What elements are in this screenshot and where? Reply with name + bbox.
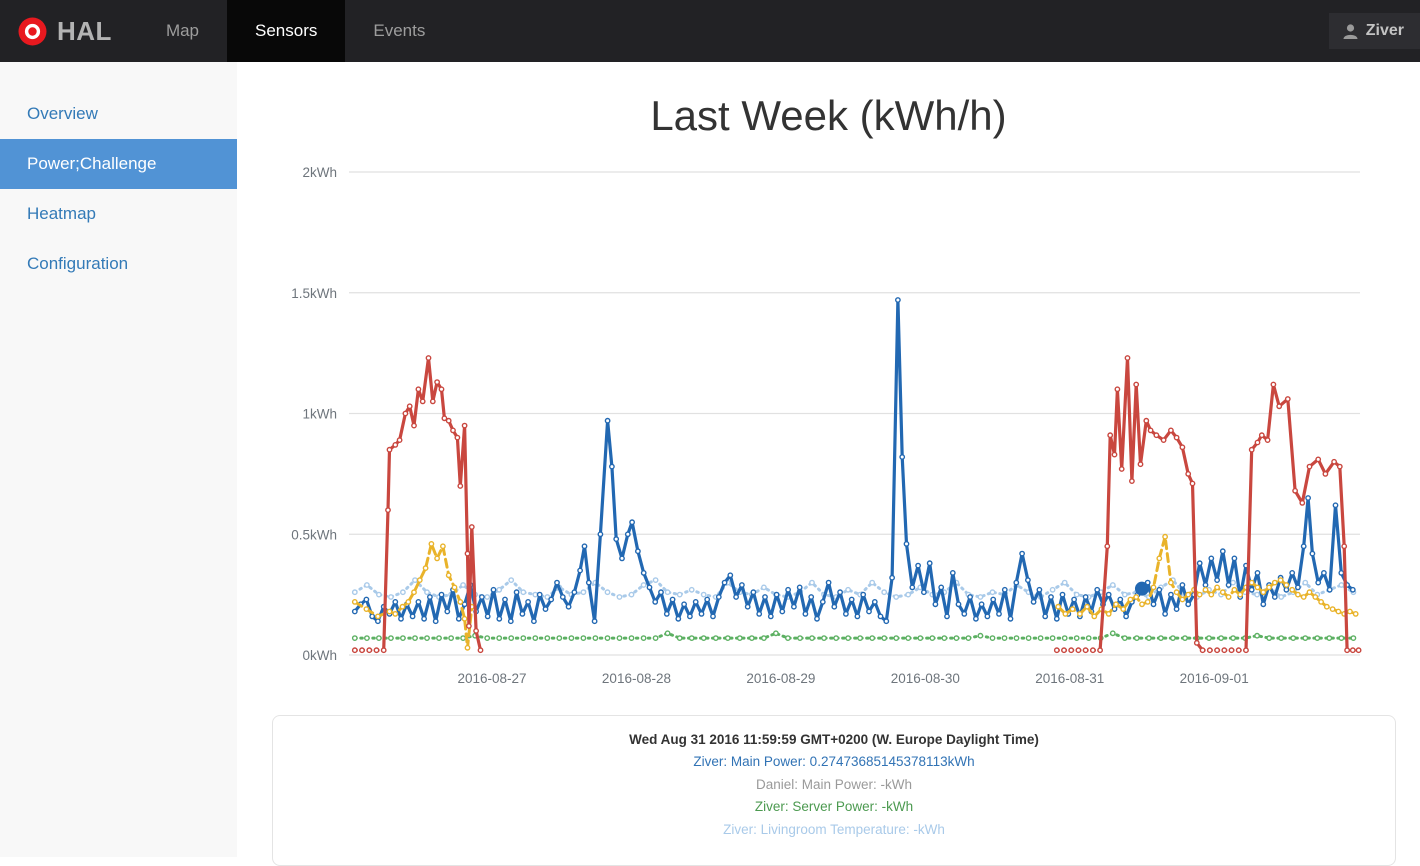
sidebar: Overview Power;Challenge Heatmap Configurat… xyxy=(0,62,237,857)
highlighted-data-point xyxy=(1134,581,1149,596)
nav-items: Map Sensors Events xyxy=(138,0,453,62)
y-grid: 2kWh 1.5kWh 1kWh 0.5kWh 0kWh xyxy=(291,165,1360,663)
tooltip-rows: Ziver: Main Power: 0.27473685145378113kW… xyxy=(283,751,1385,841)
page-title: Last Week (kWh/h) xyxy=(650,92,1007,139)
line-chart[interactable]: 2kWh 1.5kWh 1kWh 0.5kWh 0kWh 2016-08-27 2016-0… xyxy=(237,145,1420,705)
tooltip-panel: Wed Aug 31 2016 11:59:59 GMT+0200 (W. Eu… xyxy=(272,715,1396,866)
series-yellow-series xyxy=(351,533,1359,651)
y-axis-label: 1.5kWh xyxy=(291,286,337,301)
series-ziver-main-power xyxy=(351,297,1356,625)
tooltip-timestamp: Wed Aug 31 2016 11:59:59 GMT+0200 (W. Eu… xyxy=(629,732,1039,747)
y-axis-label: 1kWh xyxy=(302,407,337,422)
x-axis-label: 2016-09-01 xyxy=(1180,671,1249,686)
brand[interactable]: HAL xyxy=(0,0,138,62)
y-axis-label: 0.5kWh xyxy=(291,527,337,542)
top-navbar: HAL Map Sensors Events Ziver xyxy=(0,0,1420,62)
sidebar-item-overview[interactable]: Overview xyxy=(27,104,98,123)
x-axis-label: 2016-08-28 xyxy=(602,671,671,686)
sidebar-item-heatmap[interactable]: Heatmap xyxy=(27,204,96,223)
x-axis-label: 2016-08-29 xyxy=(746,671,815,686)
x-axis-label: 2016-08-27 xyxy=(457,671,526,686)
nav-item-map[interactable]: Map xyxy=(165,21,200,40)
tooltip-row: Ziver: Main Power: 0.27473685145378113kW… xyxy=(693,754,975,769)
user-icon xyxy=(1342,23,1359,40)
main-content: Last Week (kWh/h) 2kWh 1.5kWh 1kWh 0.5kWh 0k… xyxy=(237,62,1420,866)
user-name: Ziver xyxy=(1365,22,1404,39)
tooltip-row: Ziver: Server Power: -kWh xyxy=(754,799,914,814)
x-axis-label: 2016-08-31 xyxy=(1035,671,1104,686)
nav-item-events[interactable]: Events xyxy=(373,21,426,40)
y-axis-label: 0kWh xyxy=(302,648,337,663)
nav-item-sensors[interactable]: Sensors xyxy=(227,0,346,62)
sidebar-item-configuration[interactable]: Configuration xyxy=(27,254,129,273)
series-ziver-server-power xyxy=(351,630,1357,641)
y-axis-label: 2kWh xyxy=(302,165,337,180)
tooltip-row: Ziver: Livingroom Temperature: -kWh xyxy=(723,821,945,837)
hal-target-icon xyxy=(17,16,48,47)
brand-text: HAL xyxy=(57,15,112,46)
sidebar-item-power-challenge[interactable]: Power;Challenge xyxy=(0,139,237,189)
user-menu[interactable]: Ziver xyxy=(1328,13,1420,49)
x-axis-labels: 2016-08-27 2016-08-28 2016-08-29 2016-08-30… xyxy=(457,671,1248,686)
series-red-series xyxy=(351,355,1362,654)
x-axis-label: 2016-08-30 xyxy=(891,671,960,686)
tooltip-row: Daniel: Main Power: -kWh xyxy=(755,776,913,792)
